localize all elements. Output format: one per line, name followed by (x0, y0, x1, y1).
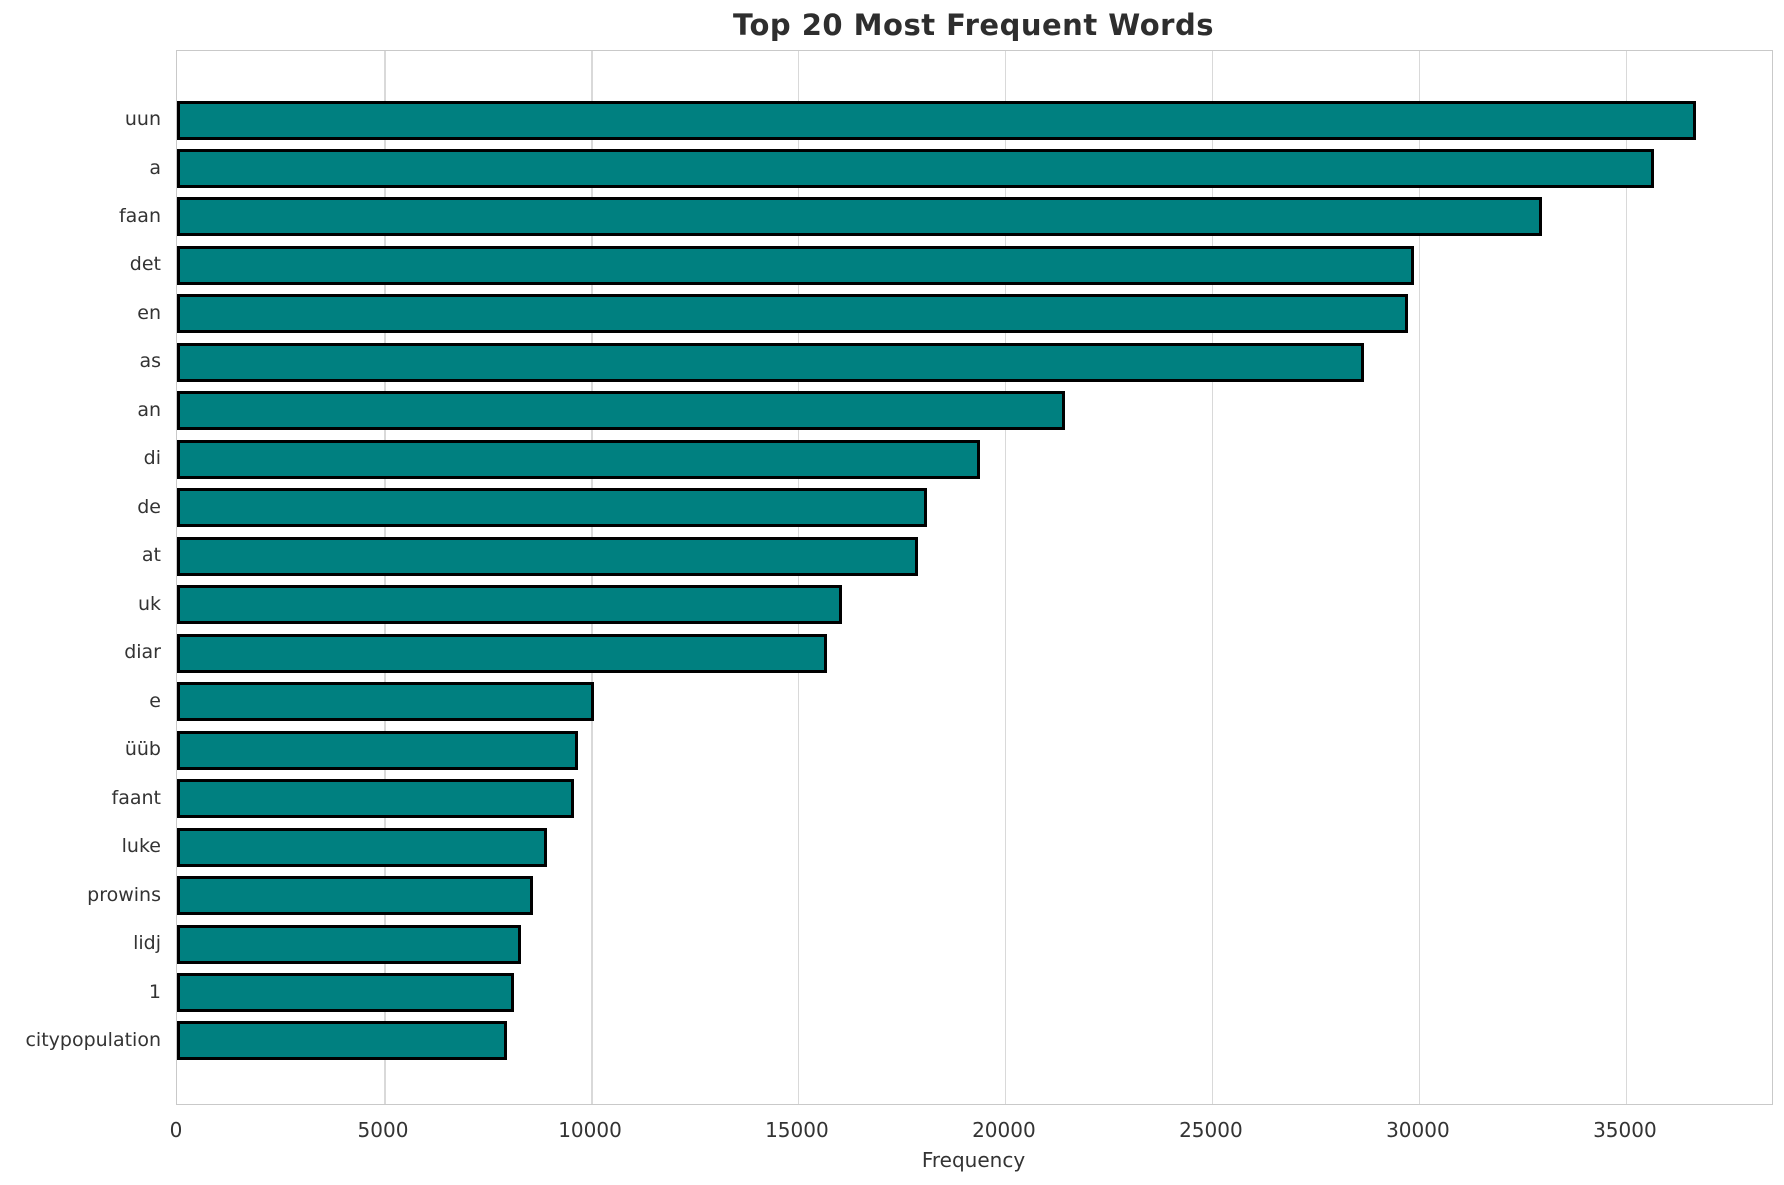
bar-uk (177, 585, 842, 625)
bar-prowins (177, 876, 533, 915)
bar-uun (177, 100, 1696, 140)
y-tick-label: e (149, 689, 161, 712)
y-tick-label: det (129, 253, 161, 276)
x-tick-label: 15000 (765, 1118, 829, 1142)
x-axis-title: Frequency (921, 1148, 1026, 1172)
x-tick-label: 35000 (1593, 1118, 1657, 1142)
y-tick-label: lidj (133, 932, 161, 954)
x-tick-label: 25000 (1179, 1118, 1243, 1142)
plot-area (176, 50, 1773, 1105)
bar-faant (177, 779, 574, 819)
bar-det (177, 245, 1414, 285)
x-tick-label: 20000 (972, 1118, 1036, 1142)
y-tick-label: üüb (124, 738, 161, 761)
y-tick-label: luke (121, 835, 161, 857)
gridline (797, 51, 800, 1104)
bar-citypopulation (177, 1021, 507, 1061)
bar-an (177, 391, 1065, 431)
y-tick-label: 1 (148, 980, 161, 1003)
gridline (1625, 51, 1628, 1104)
bar-a (177, 149, 1654, 188)
y-tick-label: faan (118, 204, 161, 227)
bar-de (177, 488, 928, 528)
y-tick-label: citypopulation (25, 1028, 161, 1051)
bar-di (177, 439, 981, 479)
y-tick-label: uk (137, 592, 161, 615)
bar-üüb (177, 730, 579, 770)
chart-title: Top 20 Most Frequent Words (733, 8, 1214, 42)
bar-1 (177, 973, 514, 1012)
gridline (384, 51, 386, 1104)
gridline (1004, 51, 1007, 1104)
x-tick-label: 10000 (558, 1118, 622, 1142)
y-tick-label: faant (111, 786, 161, 809)
y-tick-label: an (137, 398, 161, 421)
y-tick-label: de (137, 495, 161, 518)
y-tick-label: at (141, 544, 161, 567)
x-tick-label: 5000 (357, 1118, 409, 1142)
bar-at (177, 536, 918, 576)
y-tick-label: a (149, 156, 161, 179)
y-tick-label: di (143, 447, 161, 470)
y-tick-label: diar (124, 641, 161, 664)
y-tick-label: prowins (87, 883, 161, 906)
bar-lidj (177, 924, 521, 964)
y-tick-label: as (139, 350, 161, 373)
y-tick-label: en (137, 301, 161, 324)
x-tick-label: 30000 (1386, 1118, 1450, 1142)
bar-en (177, 294, 1408, 334)
gridline (1211, 51, 1214, 1104)
bar-luke (177, 827, 548, 867)
bar-faan (177, 197, 1542, 237)
bar-as (177, 342, 1364, 382)
bar-e (177, 682, 594, 722)
gridline (1418, 51, 1421, 1104)
bar-diar (177, 633, 827, 673)
y-tick-label: uun (124, 108, 161, 130)
x-tick-label: 0 (169, 1118, 183, 1142)
gridline (591, 51, 593, 1104)
